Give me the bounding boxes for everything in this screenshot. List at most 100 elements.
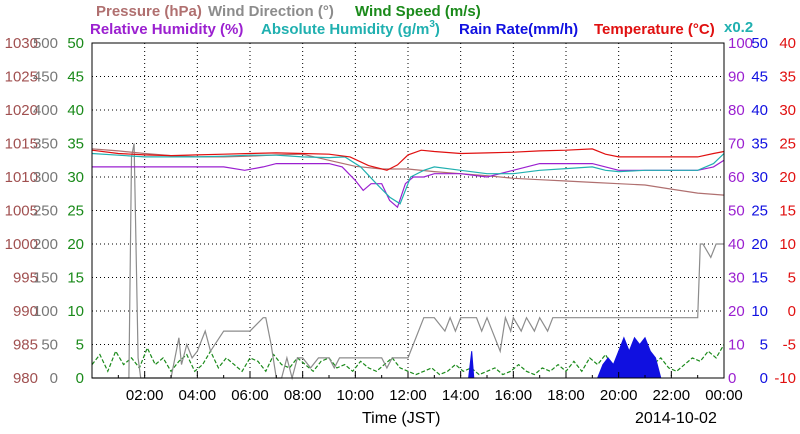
y-tick-label-wind-speed: 40 (67, 102, 84, 119)
series-wind-speed-m-s (91, 344, 725, 376)
y-tick-label-pressure: 1015 (5, 136, 38, 153)
y-tick-label-wind-speed: 20 (67, 236, 84, 253)
y-tick-label-wind-speed: 35 (67, 136, 84, 153)
y-tick-label-pressure: 995 (13, 270, 38, 287)
y-tick-label-temperature: 25 (779, 136, 796, 153)
y-tick-label-wind-speed: 10 (67, 303, 84, 320)
y-tick-label-pressure: 985 (13, 337, 38, 354)
y-tick-label-rain-rate: 0 (760, 370, 768, 387)
legend-absolute-humidity-text: Absolute Humidity (g/m (261, 21, 429, 38)
x-tick-label: 06:00 (231, 387, 269, 404)
y-tick-label-relative-humidity: 0 (728, 370, 736, 387)
y-tick-label-rain-rate: 30 (751, 169, 768, 186)
y-tick-label-temperature: 15 (779, 203, 796, 220)
y-tick-label-rain-rate: 10 (751, 303, 768, 320)
legend-absolute-humidity: Absolute Humidity (g/m3) (261, 19, 440, 38)
grid (92, 43, 724, 378)
x-axis-label: Time (JST) (362, 410, 441, 427)
y-tick-label-wind-direction: 0 (50, 370, 58, 387)
y-tick-label-relative-humidity: 50 (728, 203, 745, 220)
x-tick-label: 02:00 (126, 387, 164, 404)
y-tick-label-wind-speed: 50 (67, 35, 84, 52)
x-tick-label: 20:00 (600, 387, 638, 404)
y-tick-label-wind-speed: 15 (67, 270, 84, 287)
y-tick-label-pressure: 1020 (5, 102, 38, 119)
legend-relative-humidity: Relative Humidity (%) (90, 21, 243, 38)
legend-absolute-humidity-close: ) (435, 21, 440, 38)
x-tick-label: 04:00 (179, 387, 217, 404)
y-tick-label-temperature: 35 (779, 69, 796, 86)
y-tick-label-rain-rate: 45 (751, 69, 768, 86)
y-tick-label-temperature: 10 (779, 236, 796, 253)
legend-absolute-humidity-sup: 3 (429, 19, 435, 30)
y-tick-label-pressure: 1010 (5, 169, 38, 186)
y-tick-label-rain-rate: 15 (751, 270, 768, 287)
y-tick-label-wind-direction: 50 (41, 337, 58, 354)
y-tick-label-wind-direction: 400 (33, 102, 58, 119)
y-tick-label-rain-rate: 35 (751, 136, 768, 153)
y-tick-label-rain-rate: 20 (751, 236, 768, 253)
y-tick-label-temperature: -10 (774, 370, 796, 387)
legend-rain-rate: Rain Rate(mm/h) (459, 21, 578, 38)
y-tick-label-rain-rate: 5 (760, 337, 768, 354)
y-tick-label-wind-direction: 500 (33, 35, 58, 52)
date-label: 2014-10-02 (635, 410, 717, 427)
y-tick-label-relative-humidity: 100 (728, 35, 753, 52)
y-tick-label-relative-humidity: 60 (728, 169, 745, 186)
y-tick-label-wind-speed: 5 (76, 337, 84, 354)
legend-scale-note: x0.2 (724, 19, 753, 36)
y-tick-label-relative-humidity: 20 (728, 303, 745, 320)
series-rain-rate-mm-h (468, 336, 667, 379)
legend-wind-speed: Wind Speed (m/s) (355, 3, 481, 20)
y-tick-label-rain-rate: 50 (751, 35, 768, 52)
x-tick-label: 14:00 (442, 387, 480, 404)
x-tick-label: 18:00 (547, 387, 585, 404)
y-tick-label-pressure: 1005 (5, 203, 38, 220)
x-tick-label: 10:00 (337, 387, 375, 404)
y-tick-label-rain-rate: 25 (751, 203, 768, 220)
y-tick-label-wind-direction: 350 (33, 136, 58, 153)
x-tick-label: 12:00 (389, 387, 427, 404)
legend-wind-direction: Wind Direction (°) (208, 3, 334, 20)
y-tick-label-wind-direction: 200 (33, 236, 58, 253)
axes-layer: 02:00 04:00 06:00 08:00 10:00 12:00 14:00 16:00… (5, 35, 796, 404)
y-tick-label-wind-speed: 0 (76, 370, 84, 387)
x-tick-label: 22:00 (653, 387, 691, 404)
y-tick-label-wind-direction: 250 (33, 203, 58, 220)
y-tick-label-wind-direction: 150 (33, 270, 58, 287)
series-relative-humidity (92, 159, 725, 209)
y-tick-label-wind-direction: 100 (33, 303, 58, 320)
x-tick-label: 00:00 (705, 387, 743, 404)
y-tick-label-relative-humidity: 40 (728, 236, 745, 253)
y-tick-label-pressure: 1030 (5, 35, 38, 52)
y-tick-label-temperature: 0 (788, 303, 796, 320)
legend-temperature: Temperature (°C) (594, 21, 715, 38)
y-tick-label-pressure: 980 (13, 370, 38, 387)
legend-pressure: Pressure (hPa) (96, 3, 202, 20)
y-tick-label-wind-speed: 30 (67, 169, 84, 186)
y-tick-label-pressure: 1025 (5, 69, 38, 86)
y-tick-label-relative-humidity: 80 (728, 102, 745, 119)
series-temperature-c (91, 148, 725, 171)
y-tick-label-wind-speed: 25 (67, 203, 84, 220)
y-tick-label-temperature: 20 (779, 169, 796, 186)
y-tick-label-relative-humidity: 70 (728, 136, 745, 153)
y-tick-label-wind-speed: 45 (67, 69, 84, 86)
y-tick-label-wind-direction: 450 (33, 69, 58, 86)
y-tick-label-wind-direction: 300 (33, 169, 58, 186)
series-layer (91, 143, 725, 381)
series-wind-direction (92, 143, 724, 381)
y-tick-label-temperature: -5 (783, 337, 796, 354)
y-tick-label-relative-humidity: 10 (728, 337, 745, 354)
y-tick-label-temperature: 5 (788, 270, 796, 287)
series-absolute-humidity-x0-2 (91, 152, 725, 205)
x-tick-label: 08:00 (284, 387, 322, 404)
y-tick-label-temperature: 40 (779, 35, 796, 52)
y-tick-label-relative-humidity: 30 (728, 270, 745, 287)
y-tick-label-relative-humidity: 90 (728, 69, 745, 86)
y-tick-label-pressure: 1000 (5, 236, 38, 253)
y-tick-label-rain-rate: 40 (751, 102, 768, 119)
y-tick-label-pressure: 990 (13, 303, 38, 320)
x-tick-label: 16:00 (495, 387, 533, 404)
